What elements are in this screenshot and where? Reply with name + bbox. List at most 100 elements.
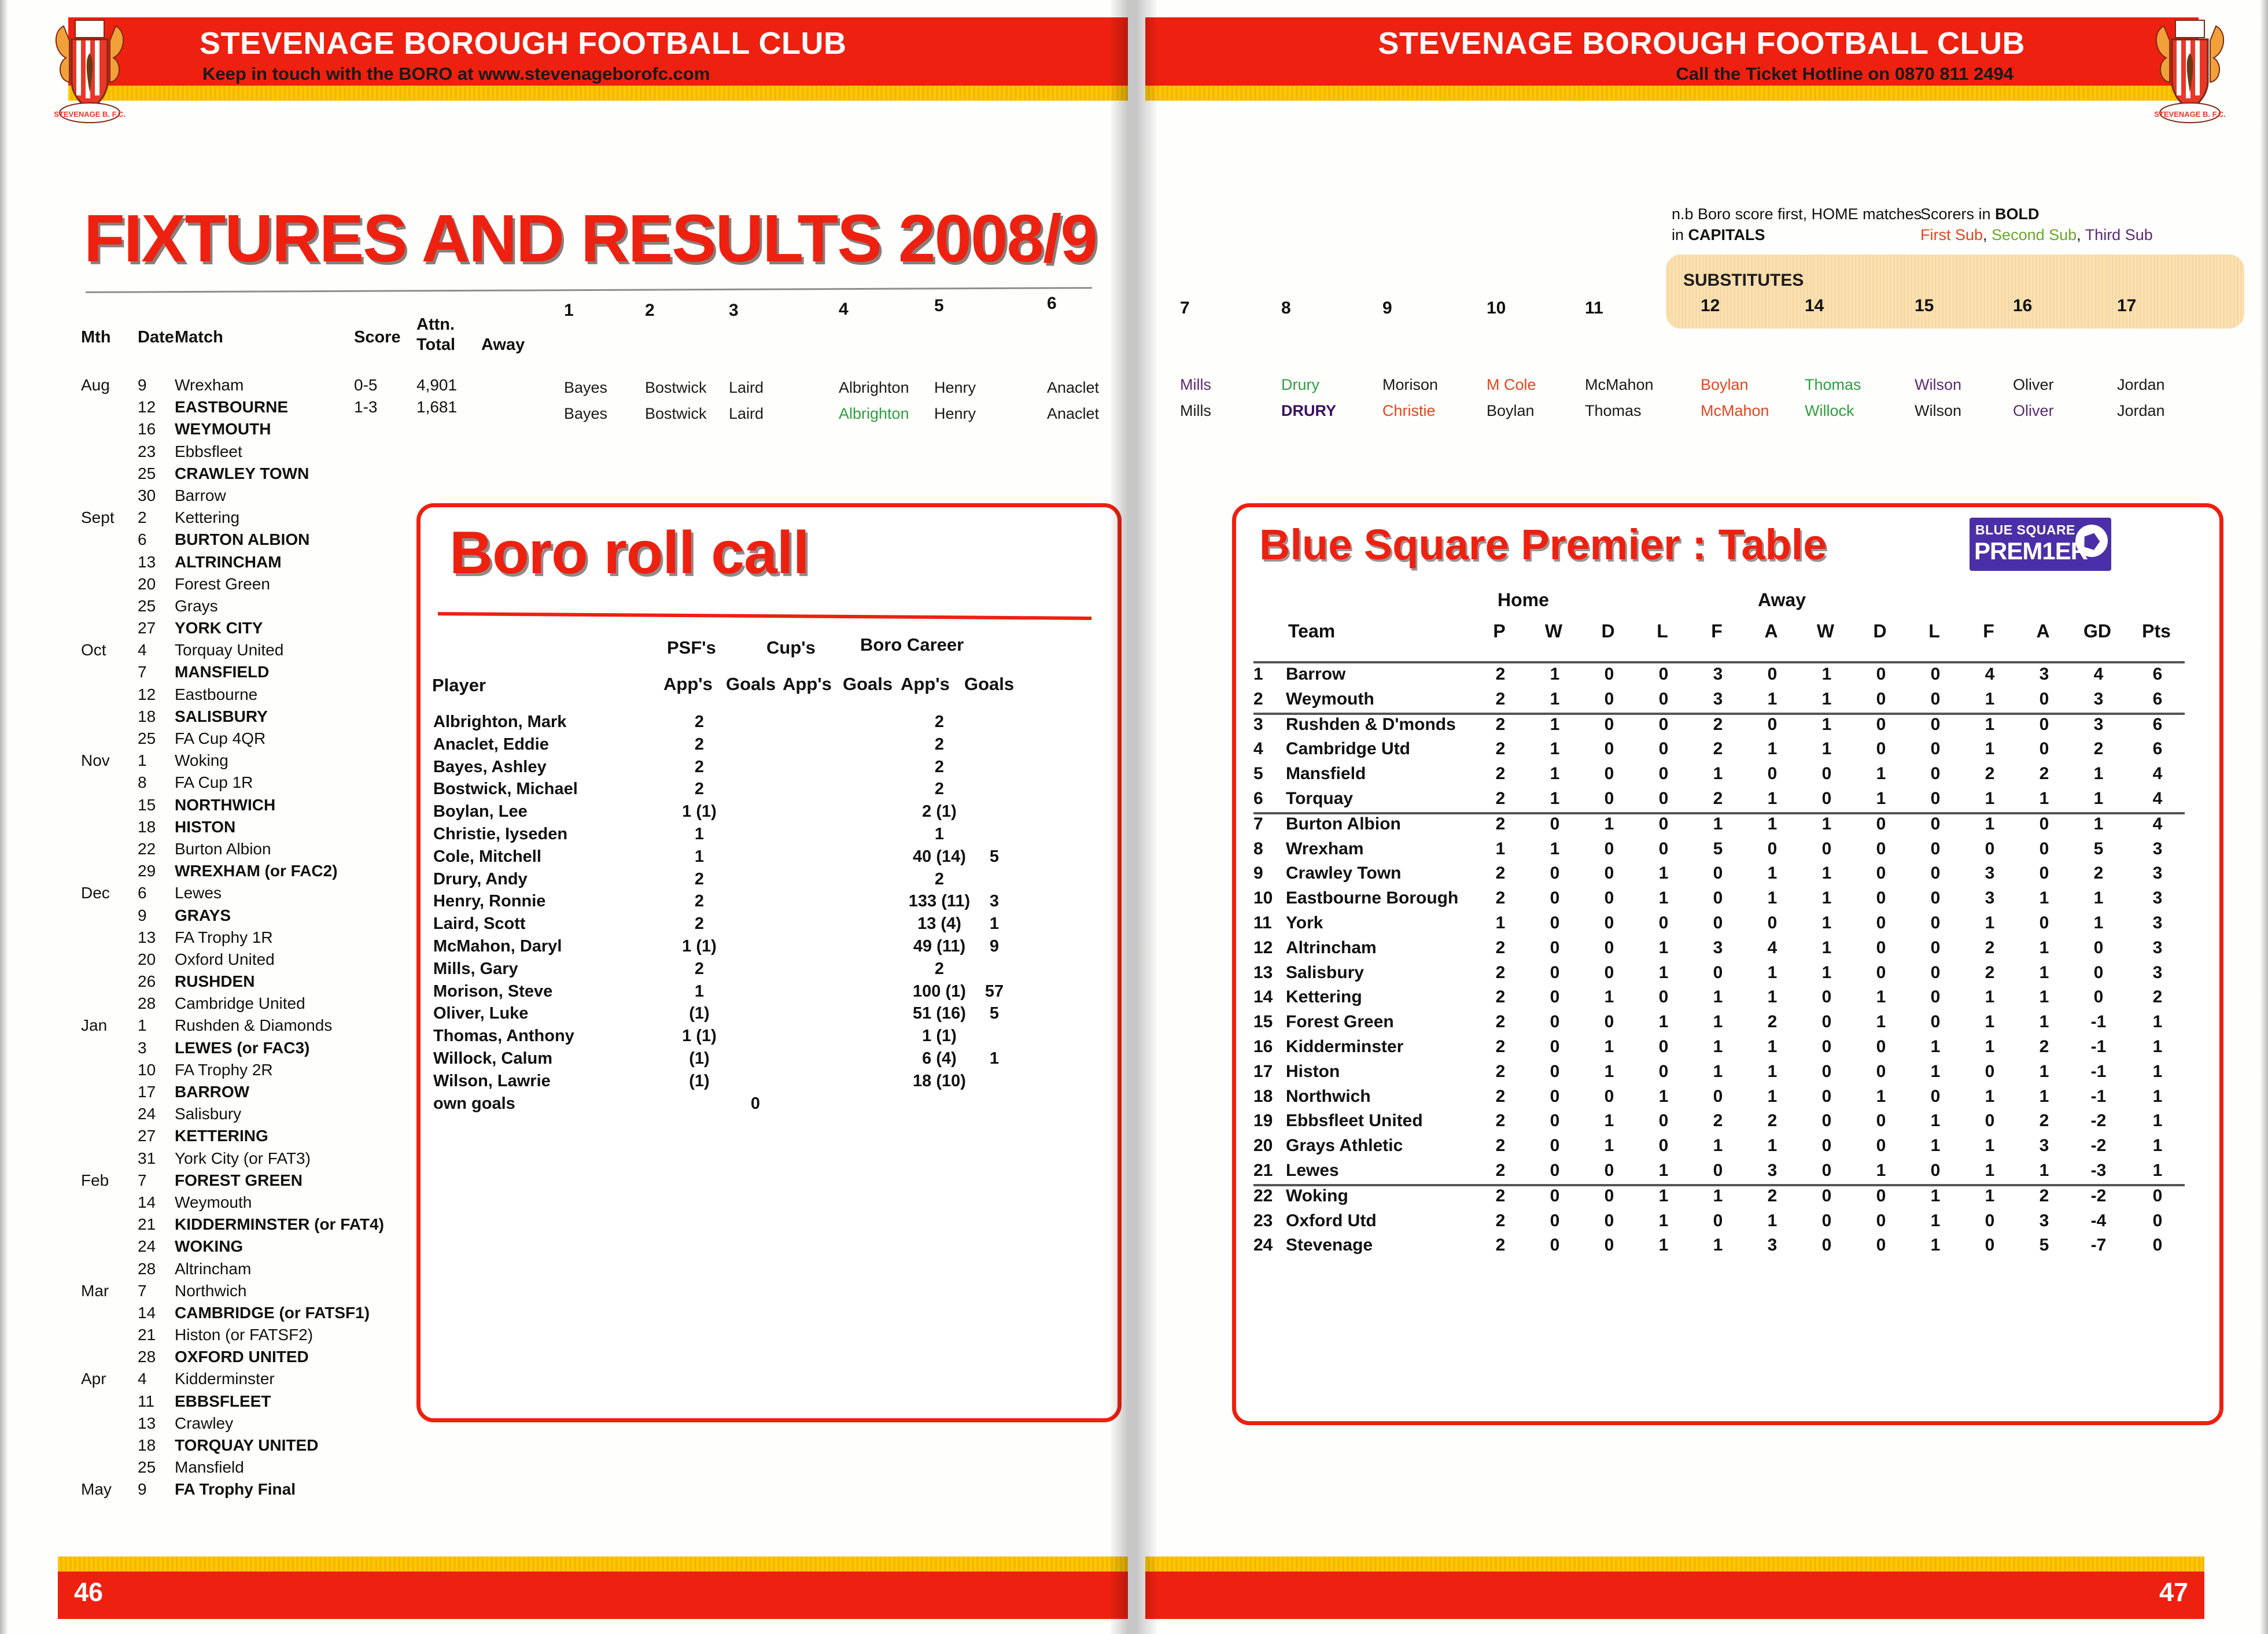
league-stat-aa: 1 xyxy=(2039,962,2049,982)
fixture-opponent: FA Trophy 2R xyxy=(175,1060,273,1079)
league-stat-aw: 1 xyxy=(1821,888,1832,908)
league-stat-pts: 1 xyxy=(2152,1061,2163,1081)
lineup-number-11: 11 xyxy=(1585,298,1603,318)
page-number-left: 46 xyxy=(74,1577,104,1607)
league-stat-hw: 0 xyxy=(1550,864,1560,883)
league-table-row: 13 Salisbury 2 0 0 1 0 1 1 0 0 2 1 0 3 xyxy=(1253,963,2202,988)
league-stat-hf: 1 xyxy=(1713,1037,1723,1056)
league-stat-aw: 0 xyxy=(1821,1061,1832,1081)
league-stat-ad: 1 xyxy=(1876,1012,1886,1032)
fixtures-header-mth: Mth xyxy=(81,328,111,346)
league-stat-hw: 0 xyxy=(1550,1086,1560,1106)
lineup-number-4: 4 xyxy=(839,300,849,319)
fixture-row: 16 WEYMOUTH xyxy=(81,420,555,442)
fixture-date: 18 xyxy=(138,707,156,725)
fixture-opponent: Burton Albion xyxy=(175,839,271,858)
roll-call-row: Bayes, Ashley 2 2 xyxy=(433,758,1087,780)
roll-call-psf-apps: 1 (1) xyxy=(682,1027,717,1046)
league-team-name: Northwich xyxy=(1286,1086,1371,1106)
league-team-name: Crawley Town xyxy=(1286,864,1402,883)
roll-call-psf-apps: 2 xyxy=(694,780,705,799)
league-stat-hl: 0 xyxy=(1658,788,1669,808)
league-stat-aa: 0 xyxy=(2039,864,2049,883)
league-stat-ad: 0 xyxy=(1876,1061,1886,1081)
roll-call-col-psf-goals: Goals xyxy=(726,674,776,694)
lineup-player-name: Laird xyxy=(729,405,764,422)
league-stat-aw: 0 xyxy=(1821,1111,1832,1131)
fixture-row: 25 FA Cup 4QR xyxy=(81,729,555,751)
lineup-player-name: Thomas xyxy=(1585,402,1642,419)
league-stat-ha: 1 xyxy=(1767,962,1777,982)
league-stat-hl: 0 xyxy=(1658,1111,1669,1131)
league-stat-hf: 1 xyxy=(1713,814,1723,833)
league-stat-p: 2 xyxy=(1495,739,1506,759)
fixture-opponent: Ebbsfleet xyxy=(175,442,242,460)
roll-call-player: Albrighton, Mark xyxy=(433,713,567,731)
roll-call-psf-apps: 1 xyxy=(694,982,705,1001)
league-table-row: 11 York 1 0 0 0 0 0 1 0 0 1 0 1 3 xyxy=(1253,913,2202,938)
fixture-opponent: Rushden & Diamonds xyxy=(175,1016,333,1035)
league-position: 11 xyxy=(1253,913,1272,932)
league-stat-hf: 3 xyxy=(1713,938,1723,957)
league-table-row: 4 Cambridge Utd 2 1 0 0 2 1 1 0 0 1 0 2 6 xyxy=(1253,739,2202,764)
fixture-row: 12 Eastbourne xyxy=(81,685,555,707)
club-crest-icon-right: STEVENAGE B. F.C. xyxy=(2154,20,2226,123)
league-stat-aw: 0 xyxy=(1821,1160,1832,1180)
league-stat-af: 3 xyxy=(1985,888,1995,908)
fixture-date: 14 xyxy=(138,1193,156,1211)
league-stat-af: 0 xyxy=(1985,839,1995,858)
league-stat-aa: 1 xyxy=(2039,1061,2049,1081)
league-stat-aa: 0 xyxy=(2039,739,2049,759)
league-stat-hd: 0 xyxy=(1604,1235,1614,1255)
league-stat-ad: 0 xyxy=(1876,864,1886,883)
page-title: FIXTURES AND RESULTS 2008/9 xyxy=(84,201,1098,276)
fixture-month: Mar xyxy=(81,1281,109,1300)
lineup-player-name: Jordan xyxy=(2117,402,2165,419)
league-stat-hw: 0 xyxy=(1550,987,1560,1007)
league-stat-ha: 1 xyxy=(1767,888,1777,908)
roll-call-psf-apps: 1 xyxy=(694,847,705,866)
league-position: 12 xyxy=(1253,938,1273,957)
league-table-row: 15 Forest Green 2 0 0 1 1 2 0 1 0 1 1 -1 1 xyxy=(1253,1012,2202,1037)
fixture-date: 27 xyxy=(138,619,156,637)
league-stat-hd: 1 xyxy=(1604,987,1614,1007)
league-stat-af: 2 xyxy=(1985,962,1995,982)
roll-call-career-goals: 5 xyxy=(989,847,1000,866)
league-stat-hd: 0 xyxy=(1604,938,1614,957)
league-stat-aa: 0 xyxy=(2039,714,2049,734)
fixture-row: Feb 7 FOREST GREEN xyxy=(81,1171,555,1193)
fixture-opponent: Forest Green xyxy=(175,574,270,593)
league-stat-aa: 3 xyxy=(2039,1136,2049,1156)
roll-call-career-apps: 1 xyxy=(934,824,945,843)
fixture-date: 18 xyxy=(138,817,156,836)
lineup-player-name: Jordan xyxy=(2117,376,2165,393)
lineup-player-name: Wilson xyxy=(1915,402,1962,419)
fixture-date: 12 xyxy=(138,685,156,703)
roll-call-career-goals: 1 xyxy=(989,1049,1000,1068)
league-table-row: 8 Wrexham 1 1 0 0 5 0 0 0 0 0 0 5 3 xyxy=(1253,839,2202,864)
league-team-name: Grays Athletic xyxy=(1286,1136,1403,1156)
league-stat-aw: 1 xyxy=(1821,913,1832,932)
fixture-date: 16 xyxy=(138,420,156,438)
league-stat-pts: 3 xyxy=(2152,888,2163,908)
league-stat-hf: 1 xyxy=(1713,764,1723,784)
league-stat-ha: 1 xyxy=(1767,1061,1777,1081)
league-stat-ad: 0 xyxy=(1876,839,1886,858)
fixture-date: 31 xyxy=(138,1149,156,1167)
league-stat-aw: 0 xyxy=(1821,987,1832,1007)
roll-call-row: Willock, Calum (1) 6 (4) 1 xyxy=(433,1049,1087,1072)
league-stat-hd: 1 xyxy=(1604,814,1614,833)
league-stat-al: 0 xyxy=(1930,739,1941,759)
league-stat-hf: 5 xyxy=(1713,839,1723,858)
league-stat-hl: 0 xyxy=(1658,839,1669,858)
league-stat-hw: 0 xyxy=(1550,1186,1560,1205)
fixture-row: Aug 9 Wrexham 0-5 4,901 xyxy=(81,376,555,398)
league-stat-p: 2 xyxy=(1495,1012,1506,1032)
league-stat-hf: 2 xyxy=(1713,714,1723,734)
fixture-date: 20 xyxy=(138,574,156,593)
league-stat-gd: -2 xyxy=(2090,1111,2107,1131)
league-stat-ad: 0 xyxy=(1876,1037,1886,1056)
roll-call-player: Cole, Mitchell xyxy=(433,847,541,866)
substitute-number-16: 16 xyxy=(2013,296,2033,315)
fixture-opponent: CRAWLEY TOWN xyxy=(175,464,309,482)
